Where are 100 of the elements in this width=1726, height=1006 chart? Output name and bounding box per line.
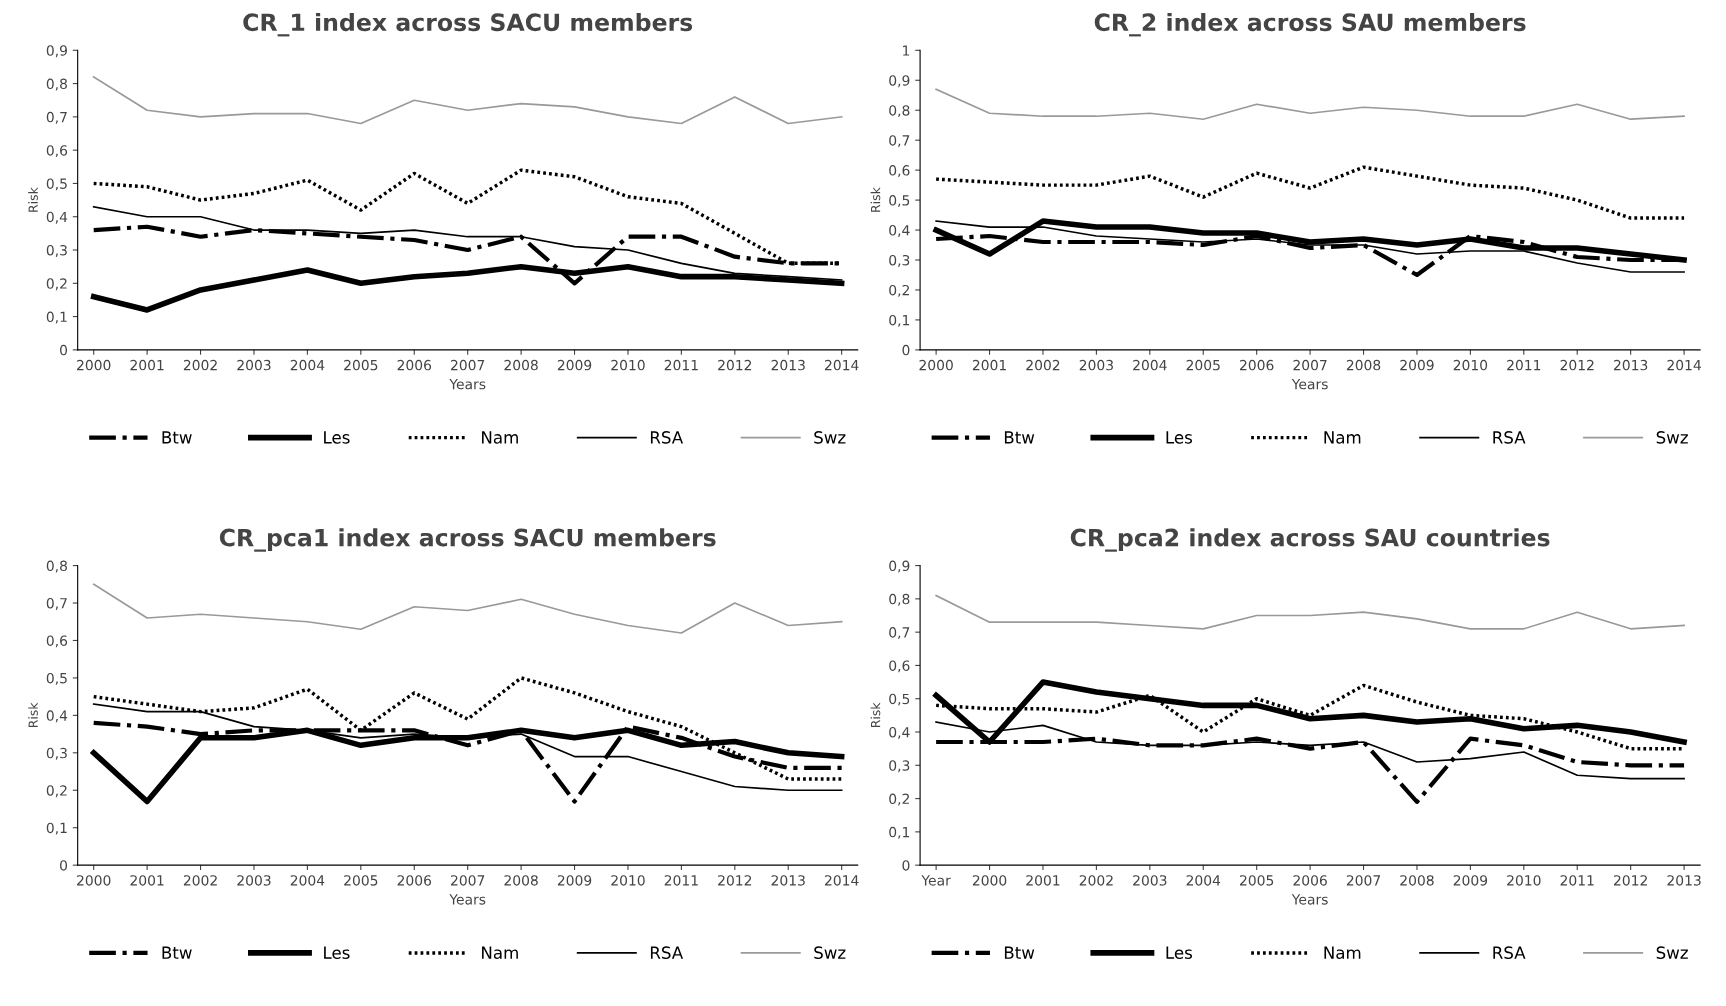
legend-label: Btw: [1004, 946, 1035, 959]
x-tick-label: 2010: [1507, 875, 1541, 886]
x-tick-label: 2012: [1614, 875, 1647, 886]
x-tick-label: Year: [921, 875, 951, 886]
y-tick-label: 0,2: [46, 785, 67, 798]
x-tick-label: 2004: [290, 359, 325, 371]
y-tick-label: 0,5: [889, 693, 910, 706]
x-tick-label: 2012: [1560, 359, 1594, 371]
x-tick-label: 2012: [718, 359, 752, 371]
y-tick-label: 0: [902, 860, 910, 871]
y-tick-label: 0,3: [889, 254, 910, 267]
x-tick-label: 2007: [1293, 359, 1327, 371]
x-tick-label: 2013: [771, 875, 805, 886]
x-tick-label: 2013: [771, 359, 805, 371]
y-tick-label: 0,8: [889, 105, 910, 118]
y-tick-label: 0,8: [46, 78, 67, 91]
y-tick-label: 0,5: [46, 178, 67, 191]
x-tick-label: 2003: [1079, 359, 1113, 371]
x-tick-label: 2002: [183, 359, 217, 371]
x-tick-label: 2000: [77, 359, 111, 371]
x-tick-label: 2004: [1133, 359, 1167, 371]
y-tick-label: 0,4: [889, 225, 910, 237]
x-tick-label: 2005: [1240, 875, 1274, 886]
line-series: [92, 76, 843, 125]
x-tick-label: 2000: [77, 875, 111, 886]
x-tick-label: 2008: [1400, 875, 1434, 886]
legend-label: RSA: [1493, 431, 1526, 444]
x-tick-label: 2000: [919, 359, 953, 371]
y-tick-label: 0,7: [889, 135, 910, 148]
x-tick-label: 2001: [1026, 875, 1060, 886]
x-tick-label: 2009: [1400, 359, 1434, 371]
x-tick-label: 2009: [557, 875, 592, 886]
x-tick-label: 2004: [1186, 875, 1221, 886]
chart-title: CR_pca2 index across SAU countries: [1070, 528, 1550, 552]
y-tick-label: 0,7: [889, 627, 910, 640]
x-tick-label: 2003: [237, 875, 271, 886]
x-tick-label: 2006: [1240, 359, 1274, 371]
y-tick-label: 0,1: [889, 826, 910, 839]
y-tick-label: 0: [60, 344, 68, 356]
legend-label: Btw: [1004, 431, 1035, 444]
y-tick-label: 0,5: [889, 195, 910, 207]
legend-label: Swz: [814, 431, 846, 444]
line-series: [92, 583, 843, 634]
y-tick-label: 0,4: [46, 710, 68, 723]
legend-label: Swz: [1656, 946, 1688, 959]
y-tick-label: 0,4: [889, 726, 910, 739]
y-tick-label: 0: [60, 860, 68, 871]
legend-label: Les: [324, 946, 350, 959]
legend-label: Swz: [814, 946, 846, 959]
y-tick-label: 1: [903, 45, 910, 56]
x-tick-label: 2004: [290, 875, 325, 886]
x-tick-label: 2006: [397, 875, 432, 886]
line-series: [935, 220, 1685, 273]
x-axis-title: Years: [1291, 379, 1328, 390]
legend-label: Les: [1166, 431, 1193, 444]
x-tick-label: 2001: [130, 359, 164, 371]
y-tick-label: 0,2: [889, 284, 909, 297]
line-series: [934, 165, 1686, 220]
y-tick-label: 0,2: [46, 278, 67, 291]
x-tick-label: 2003: [1133, 875, 1167, 886]
y-tick-label: 0,9: [889, 560, 910, 573]
y-axis-title: Risk: [28, 702, 38, 728]
x-tick-label: 2008: [1346, 359, 1381, 371]
y-tick-label: 0,9: [889, 75, 910, 88]
y-tick-label: 0,3: [46, 747, 67, 760]
y-tick-label: 0,2: [889, 793, 909, 806]
y-tick-label: 0,1: [889, 314, 910, 327]
x-tick-label: 2011: [664, 875, 698, 886]
y-tick-label: 0,6: [46, 635, 68, 648]
y-tick-label: 0,5: [46, 672, 67, 685]
x-tick-label: 2008: [504, 875, 538, 886]
x-tick-label: 2001: [130, 875, 164, 886]
legend-label: Btw: [162, 946, 192, 959]
x-tick-label: 2006: [1293, 875, 1327, 886]
line-series: [935, 88, 1685, 121]
legend-label: Les: [1166, 946, 1193, 959]
x-tick-label: 2010: [1453, 359, 1488, 371]
y-tick-label: 0,6: [46, 145, 68, 158]
y-tick-label: 0,8: [889, 593, 910, 606]
legend-label: Nam: [1324, 946, 1361, 959]
x-tick-label: 2009: [557, 359, 592, 371]
x-tick-label: 2003: [237, 359, 271, 371]
legend-label: Les: [324, 431, 350, 444]
x-tick-label: 2000: [972, 875, 1007, 886]
legend-label: Nam: [1324, 431, 1361, 444]
y-tick-label: 0,4: [46, 211, 68, 224]
x-axis-title: Years: [449, 379, 486, 390]
legend-label: RSA: [650, 946, 684, 959]
x-tick-label: 2009: [1453, 875, 1488, 886]
x-tick-label: 2011: [1560, 875, 1594, 886]
y-tick-label: 0,7: [46, 111, 67, 124]
x-tick-label: 2013: [1667, 875, 1701, 886]
x-tick-label: 2012: [718, 875, 752, 886]
legend-label: Btw: [162, 431, 192, 444]
chart-title: CR_2 index across SAU members: [1094, 12, 1526, 37]
x-tick-label: 2008: [504, 359, 538, 371]
x-tick-label: 2013: [1614, 359, 1648, 371]
y-tick-label: 0,1: [46, 822, 67, 835]
y-axis-title: Risk: [870, 702, 881, 728]
x-tick-label: 2002: [1079, 875, 1113, 886]
